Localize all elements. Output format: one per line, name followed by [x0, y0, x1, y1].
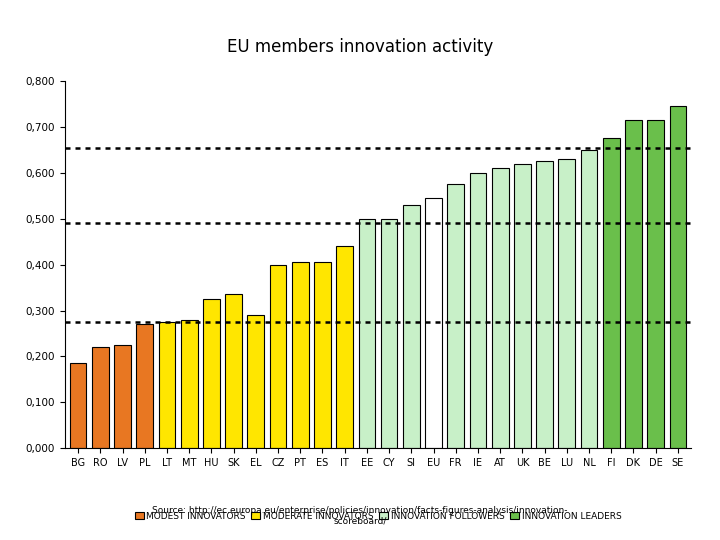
- Bar: [359, 219, 375, 448]
- Text: Source: http://ec.europa.eu/enterprise/policies/innovation/facts-figures-analysi: Source: http://ec.europa.eu/enterprise/p…: [152, 507, 568, 526]
- Bar: [403, 205, 420, 448]
- Bar: [447, 184, 464, 448]
- Bar: [136, 324, 153, 448]
- Bar: [492, 168, 508, 448]
- Text: EU members innovation activity: EU members innovation activity: [227, 38, 493, 56]
- Bar: [581, 150, 598, 448]
- Bar: [114, 345, 131, 448]
- Bar: [603, 138, 620, 448]
- Bar: [647, 120, 664, 448]
- Bar: [536, 161, 553, 448]
- Bar: [270, 265, 287, 448]
- Bar: [625, 120, 642, 448]
- Bar: [225, 294, 242, 448]
- Bar: [469, 173, 486, 448]
- Bar: [381, 219, 397, 448]
- Bar: [292, 262, 309, 448]
- Legend: MODEST INNOVATORS, MODERATE INNOVATORS, INNOVATION FOLLOWERS, INNOVATION LEADERS: MODEST INNOVATORS, MODERATE INNOVATORS, …: [131, 508, 625, 524]
- Bar: [158, 322, 175, 448]
- Bar: [181, 320, 197, 448]
- Bar: [426, 198, 442, 448]
- Bar: [559, 159, 575, 448]
- Bar: [203, 299, 220, 448]
- Bar: [670, 106, 686, 448]
- Bar: [336, 246, 353, 448]
- Bar: [314, 262, 330, 448]
- Bar: [248, 315, 264, 448]
- Bar: [514, 164, 531, 448]
- Bar: [92, 347, 109, 448]
- Bar: [70, 363, 86, 448]
